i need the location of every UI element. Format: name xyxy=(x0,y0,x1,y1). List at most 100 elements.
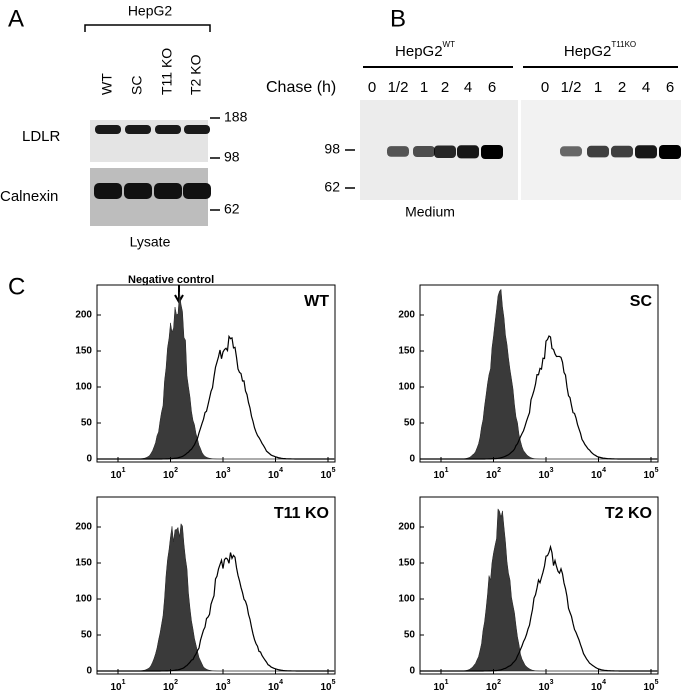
tick-base: 10 xyxy=(320,470,332,481)
tick-base: 10 xyxy=(215,682,227,693)
bracket xyxy=(84,24,211,32)
chase-label: Chase (h) xyxy=(266,79,336,96)
y-tick-label: 50 xyxy=(404,418,416,429)
lane-label: 0 xyxy=(541,79,549,96)
plot-frame xyxy=(419,496,659,675)
band xyxy=(481,145,503,159)
tick-base: 10 xyxy=(538,682,550,693)
lane-label: 4 xyxy=(464,79,472,96)
lane-label: WT xyxy=(99,73,115,95)
tick-base: 10 xyxy=(163,470,175,481)
y-tick-label: 100 xyxy=(398,382,415,393)
tick-base: 10 xyxy=(268,682,280,693)
y-tick-label: 100 xyxy=(398,594,415,605)
y-tick-label: 50 xyxy=(404,630,416,641)
histogram-sample xyxy=(97,334,334,460)
tick-base: 10 xyxy=(486,682,498,693)
lane-label: 1/2 xyxy=(561,79,582,96)
band xyxy=(95,125,121,134)
band xyxy=(155,125,181,134)
histogram-negative xyxy=(97,291,335,460)
band xyxy=(94,183,122,199)
tick-exponent: 5 xyxy=(332,679,336,686)
x-tick-label: 101 xyxy=(433,679,448,693)
tick-exponent: 3 xyxy=(227,467,231,474)
x-tick-label: 103 xyxy=(215,467,230,481)
lane-label: 1/2 xyxy=(388,79,409,96)
plot-title: T2 KO xyxy=(605,505,652,522)
plot-frame xyxy=(419,284,659,463)
plot-frame xyxy=(96,496,336,675)
band xyxy=(124,183,152,199)
tick-base: 10 xyxy=(591,470,603,481)
band xyxy=(587,145,609,158)
x-tick-label: 103 xyxy=(538,679,553,693)
tick-exponent: 5 xyxy=(332,467,336,474)
marker-label: 62 xyxy=(224,201,240,217)
tick-base: 10 xyxy=(643,470,655,481)
band xyxy=(635,145,657,159)
y-tick-label: 0 xyxy=(409,666,415,677)
y-tick-label: 200 xyxy=(398,310,415,321)
group-superscript: T11KO xyxy=(611,40,636,49)
tick-exponent: 1 xyxy=(122,679,126,686)
tick-base: 10 xyxy=(591,682,603,693)
lane-label: 1 xyxy=(594,79,602,96)
lane-label: T11 KO xyxy=(159,48,175,95)
y-tick-label: 150 xyxy=(75,346,92,357)
band xyxy=(611,145,633,158)
tick-exponent: 1 xyxy=(445,679,449,686)
y-tick-label: 50 xyxy=(81,418,93,429)
band xyxy=(457,145,479,159)
group-name: HepG2 xyxy=(564,43,612,60)
tick-base: 10 xyxy=(643,682,655,693)
marker-label: 98 xyxy=(224,149,240,165)
band xyxy=(659,145,681,159)
band xyxy=(154,183,182,199)
x-tick-label: 104 xyxy=(268,679,283,693)
lane-label: 4 xyxy=(642,79,650,96)
tick-exponent: 5 xyxy=(655,467,659,474)
tick-base: 10 xyxy=(538,470,550,481)
y-tick-label: 150 xyxy=(398,346,415,357)
y-tick-label: 100 xyxy=(75,594,92,605)
plot-title: T11 KO xyxy=(274,505,329,522)
row-label: LDLR xyxy=(22,128,61,145)
plot-title: WT xyxy=(304,293,329,310)
tick-base: 10 xyxy=(268,470,280,481)
annotation: Negative control xyxy=(128,274,214,286)
group-name: HepG2 xyxy=(395,43,443,60)
tick-base: 10 xyxy=(215,470,227,481)
x-tick-label: 102 xyxy=(486,467,501,481)
plot-title: SC xyxy=(630,293,653,310)
tick-base: 10 xyxy=(486,470,498,481)
y-tick-label: 0 xyxy=(409,454,415,465)
plot-frame xyxy=(96,284,336,463)
row-label: Calnexin xyxy=(0,188,58,205)
panel-label: C xyxy=(8,273,25,300)
panel-label: A xyxy=(8,5,24,32)
tick-base: 10 xyxy=(320,682,332,693)
x-tick-label: 102 xyxy=(163,679,178,693)
group-label: HepG2T11KO xyxy=(564,40,636,60)
histogram-sample xyxy=(420,335,657,460)
tick-exponent: 4 xyxy=(279,467,283,474)
lane-label: 6 xyxy=(488,79,496,96)
histogram-negative xyxy=(97,523,335,672)
caption: Lysate xyxy=(130,234,171,250)
band xyxy=(125,125,151,134)
lane-label: 6 xyxy=(666,79,674,96)
x-tick-label: 104 xyxy=(591,467,606,481)
tick-exponent: 2 xyxy=(497,467,501,474)
tick-exponent: 2 xyxy=(174,679,178,686)
band xyxy=(560,146,582,157)
tick-base: 10 xyxy=(163,682,175,693)
x-tick-label: 103 xyxy=(538,467,553,481)
band xyxy=(387,146,409,157)
tick-base: 10 xyxy=(110,470,122,481)
tick-exponent: 4 xyxy=(602,679,606,686)
marker-label: 62 xyxy=(324,179,340,195)
y-tick-label: 100 xyxy=(75,382,92,393)
y-tick-label: 200 xyxy=(398,522,415,533)
y-tick-label: 50 xyxy=(81,630,93,641)
